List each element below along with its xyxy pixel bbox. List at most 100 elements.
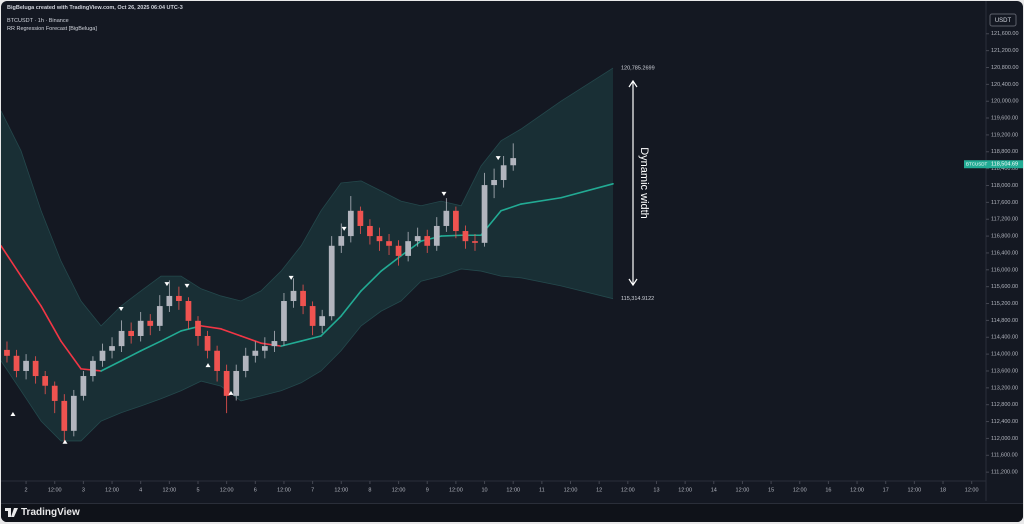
sell-signal: [341, 226, 347, 231]
y-tick-label: 115,600.00: [991, 284, 1018, 290]
currency-box[interactable]: [989, 13, 1017, 27]
candle-body: [347, 210, 354, 237]
regression-segment: [300, 335, 322, 342]
x-tick-label: 6: [254, 487, 257, 493]
x-tick-label: 12:00: [220, 487, 234, 493]
candle-body: [99, 350, 106, 361]
y-tick-label: 111,600.00: [991, 453, 1018, 459]
x-tick-label: 11: [539, 487, 545, 493]
regression-segment: [140, 340, 162, 352]
band-end-label: 115,314.9122: [621, 296, 654, 302]
last-price-symbol: BTCUSDT: [966, 161, 988, 166]
y-tick-label: 112,000.00: [991, 436, 1018, 442]
x-tick-label: 12:00: [449, 487, 463, 493]
candle-body: [290, 290, 297, 302]
x-tick-label: 13: [653, 487, 659, 493]
x-tick-label: 12:00: [621, 487, 635, 493]
last-price: BTCUSDT 118,504.69: [964, 160, 1023, 169]
regression-segment: [220, 328, 242, 337]
buy-signal: [62, 439, 68, 444]
candle-body: [214, 350, 220, 371]
x-tick-label: 5: [196, 487, 199, 493]
footer: TradingView: [1, 503, 1023, 522]
buy-signal: [10, 411, 16, 416]
sell-signal: [288, 275, 294, 280]
candle-body: [309, 306, 316, 326]
candle-body: [23, 360, 29, 371]
signals: [10, 156, 501, 444]
watermark: BigBeluga created with TradingView.com, …: [7, 5, 183, 11]
candle-body: [261, 346, 268, 351]
sell-signal: [495, 156, 501, 161]
x-tick-label: 12:00: [850, 487, 864, 493]
candle-body: [176, 295, 182, 302]
x-tick-label: 7: [311, 487, 314, 493]
x-tick-label: 12:00: [564, 487, 578, 493]
candle-body: [338, 236, 345, 246]
regression-segment: [120, 349, 142, 362]
band-end-label: 120,785.2699: [621, 66, 655, 72]
x-tick-label: 12:00: [678, 487, 692, 493]
x-tick-label: 17: [883, 487, 889, 493]
regression-segment: [440, 234, 462, 237]
x-tick-label: 14: [711, 487, 717, 493]
y-tick-label: 114,400.00: [991, 335, 1018, 341]
y-tick-label: 113,600.00: [991, 368, 1018, 374]
axes: 121,600.00 121,200.00 120,800.00 120,400.00…: [25, 31, 1019, 493]
x-tick-label: 12:00: [105, 487, 119, 493]
candle-body: [4, 349, 10, 356]
sell-signal: [184, 283, 190, 288]
candle-body: [376, 236, 383, 242]
candle-body: [453, 210, 459, 232]
regression-segment: [20, 275, 42, 307]
y-tick-label: 116,000.00: [991, 267, 1018, 273]
y-tick-label: 119,600.00: [991, 116, 1018, 122]
x-tick-label: 9: [426, 487, 429, 493]
regression-segment: [520, 196, 562, 205]
candle-body: [70, 395, 77, 431]
regression-segment: [500, 203, 522, 212]
candle-body: [13, 355, 20, 371]
logo: [5, 508, 18, 517]
regression-segment: [100, 360, 122, 372]
x-tick-label: 8: [368, 487, 371, 493]
candle-body: [405, 241, 411, 256]
x-tick-label: 15: [768, 487, 774, 493]
candle-body: [42, 376, 49, 386]
y-tick-label: 118,000.00: [991, 183, 1018, 189]
regression-segment: [340, 290, 362, 317]
x-tick-label: 12:00: [506, 487, 520, 493]
width-arrow: [628, 79, 638, 287]
candle-body: [281, 301, 287, 342]
y-tick-label: 120,000.00: [991, 99, 1019, 105]
candle-body: [424, 236, 431, 246]
regression-segment: [320, 315, 342, 337]
y-tick-label: 114,000.00: [991, 352, 1018, 358]
forecast-band: 120,785.2699 115,314.9122: [1, 66, 655, 442]
candle-body: [510, 158, 517, 166]
indicator-name: RR Regression Forecast [BigBeluga]: [7, 26, 97, 32]
candles: [4, 143, 517, 443]
regression-segment: [380, 255, 402, 272]
y-tick-label: 114,800.00: [991, 318, 1018, 324]
band-edge: [1, 268, 614, 442]
candle-body: [61, 400, 68, 431]
symbol-info: BTCUSDT · 1h · Binance: [7, 18, 69, 24]
band-area: [1, 68, 614, 441]
currency: USDT: [995, 18, 1012, 24]
candle-body: [414, 236, 421, 242]
x-tick-label: 12:00: [48, 487, 62, 493]
candle-body: [433, 225, 440, 246]
y-tick-label: 121,200.00: [991, 48, 1019, 54]
candle-body: [395, 245, 402, 256]
candle-body: [118, 330, 125, 347]
regression-segment: [360, 270, 382, 292]
buy-signal: [205, 363, 211, 368]
candle-body: [156, 306, 163, 326]
x-tick-label: 12:00: [392, 487, 406, 493]
candle-body: [32, 360, 39, 377]
sell-signal: [118, 307, 124, 312]
regression-segment: [1, 244, 22, 277]
candle-body: [109, 346, 115, 351]
